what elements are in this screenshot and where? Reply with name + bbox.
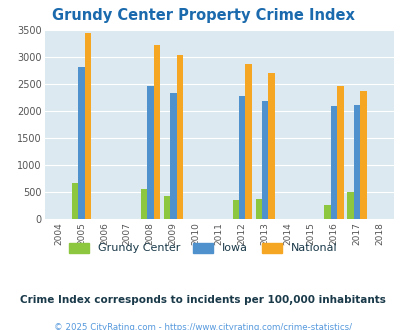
Bar (163, 196, 170, 219)
Text: Crime Index corresponds to incidents per 100,000 inhabitants: Crime Index corresponds to incidents per… (20, 295, 385, 305)
Bar (255, 199, 261, 219)
Text: © 2025 CityRating.com - https://www.cityrating.com/crime-statistics/: © 2025 CityRating.com - https://www.city… (54, 323, 351, 330)
Legend: Grundy Center, Iowa, National: Grundy Center, Iowa, National (69, 243, 336, 253)
Bar (72, 182, 78, 219)
Bar (337, 85, 343, 219)
Bar (170, 93, 176, 219)
Bar (84, 34, 91, 219)
Bar (261, 101, 268, 219)
Bar (324, 205, 330, 219)
Bar (359, 91, 366, 219)
Bar (347, 192, 353, 219)
Bar (147, 85, 153, 219)
Bar (268, 73, 274, 219)
Bar (140, 189, 147, 219)
Bar (245, 64, 251, 219)
Bar (78, 67, 84, 219)
Bar (353, 105, 359, 219)
Bar (232, 200, 239, 219)
Bar (153, 46, 160, 219)
Bar (330, 106, 337, 219)
Bar (239, 96, 245, 219)
Bar (176, 55, 183, 219)
Text: Grundy Center Property Crime Index: Grundy Center Property Crime Index (51, 8, 354, 23)
